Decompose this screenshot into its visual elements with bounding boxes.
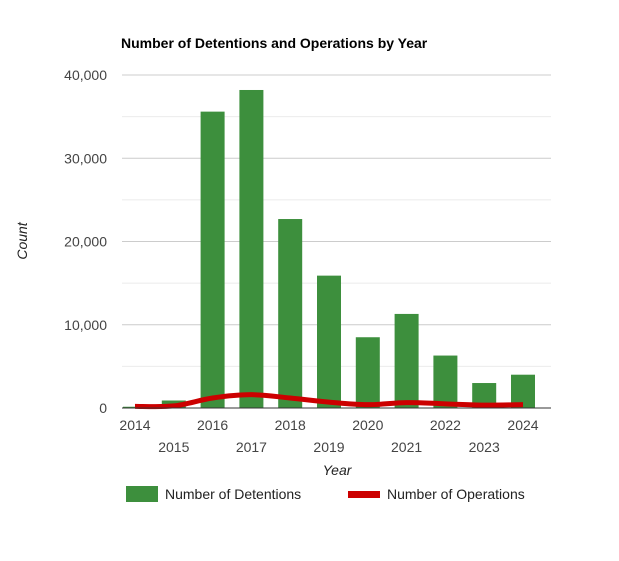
x-tick-label: 2014 [119,417,150,433]
bar-detentions-2016 [200,111,225,408]
y-tick-label: 0 [99,400,107,416]
x-tick-labels: 2014 2015 2016 2017 2018 2019 2020 2021 2022 2023… [119,417,538,455]
x-tick-label: 2017 [236,439,267,455]
bar-detentions-2020 [355,337,380,408]
bar-detentions-2019 [317,275,341,408]
bar-detentions-2017 [239,89,264,409]
x-tick-label: 2015 [158,439,189,455]
chart-title: Number of Detentions and Operations by Y… [121,35,428,51]
x-tick-label: 2022 [430,417,461,433]
bar-detentions-2022 [433,355,458,408]
legend-label-operations: Number of Operations [387,486,525,502]
legend: Number of Detentions Number of Operation… [126,486,525,502]
legend-swatch-operations [348,491,380,498]
y-tick-label: 40,000 [64,67,107,83]
line-operations [134,392,524,410]
detentions-bars [123,89,535,409]
x-tick-label: 2016 [197,417,228,433]
x-tick-label: 2021 [391,439,422,455]
y-axis-label: Count [14,221,30,259]
operations-line-layer [134,392,524,410]
y-tick-label: 20,000 [64,234,107,250]
x-axis-label: Year [323,462,353,478]
y-tick-label: 30,000 [64,150,107,166]
x-tick-label: 2020 [352,417,383,433]
x-tick-label: 2023 [469,439,500,455]
legend-label-detentions: Number of Detentions [165,486,301,502]
bar-detentions-2018 [278,219,303,408]
y-tick-label: 10,000 [64,317,107,333]
legend-swatch-detentions [126,486,158,502]
x-tick-label: 2018 [275,417,306,433]
bar-detentions-2021 [394,313,419,408]
x-tick-label: 2019 [313,439,344,455]
x-tick-label: 2024 [507,417,538,433]
y-tick-labels: 0 10,000 20,000 30,000 40,000 [64,67,107,416]
bar-detentions-2014 [123,406,147,408]
